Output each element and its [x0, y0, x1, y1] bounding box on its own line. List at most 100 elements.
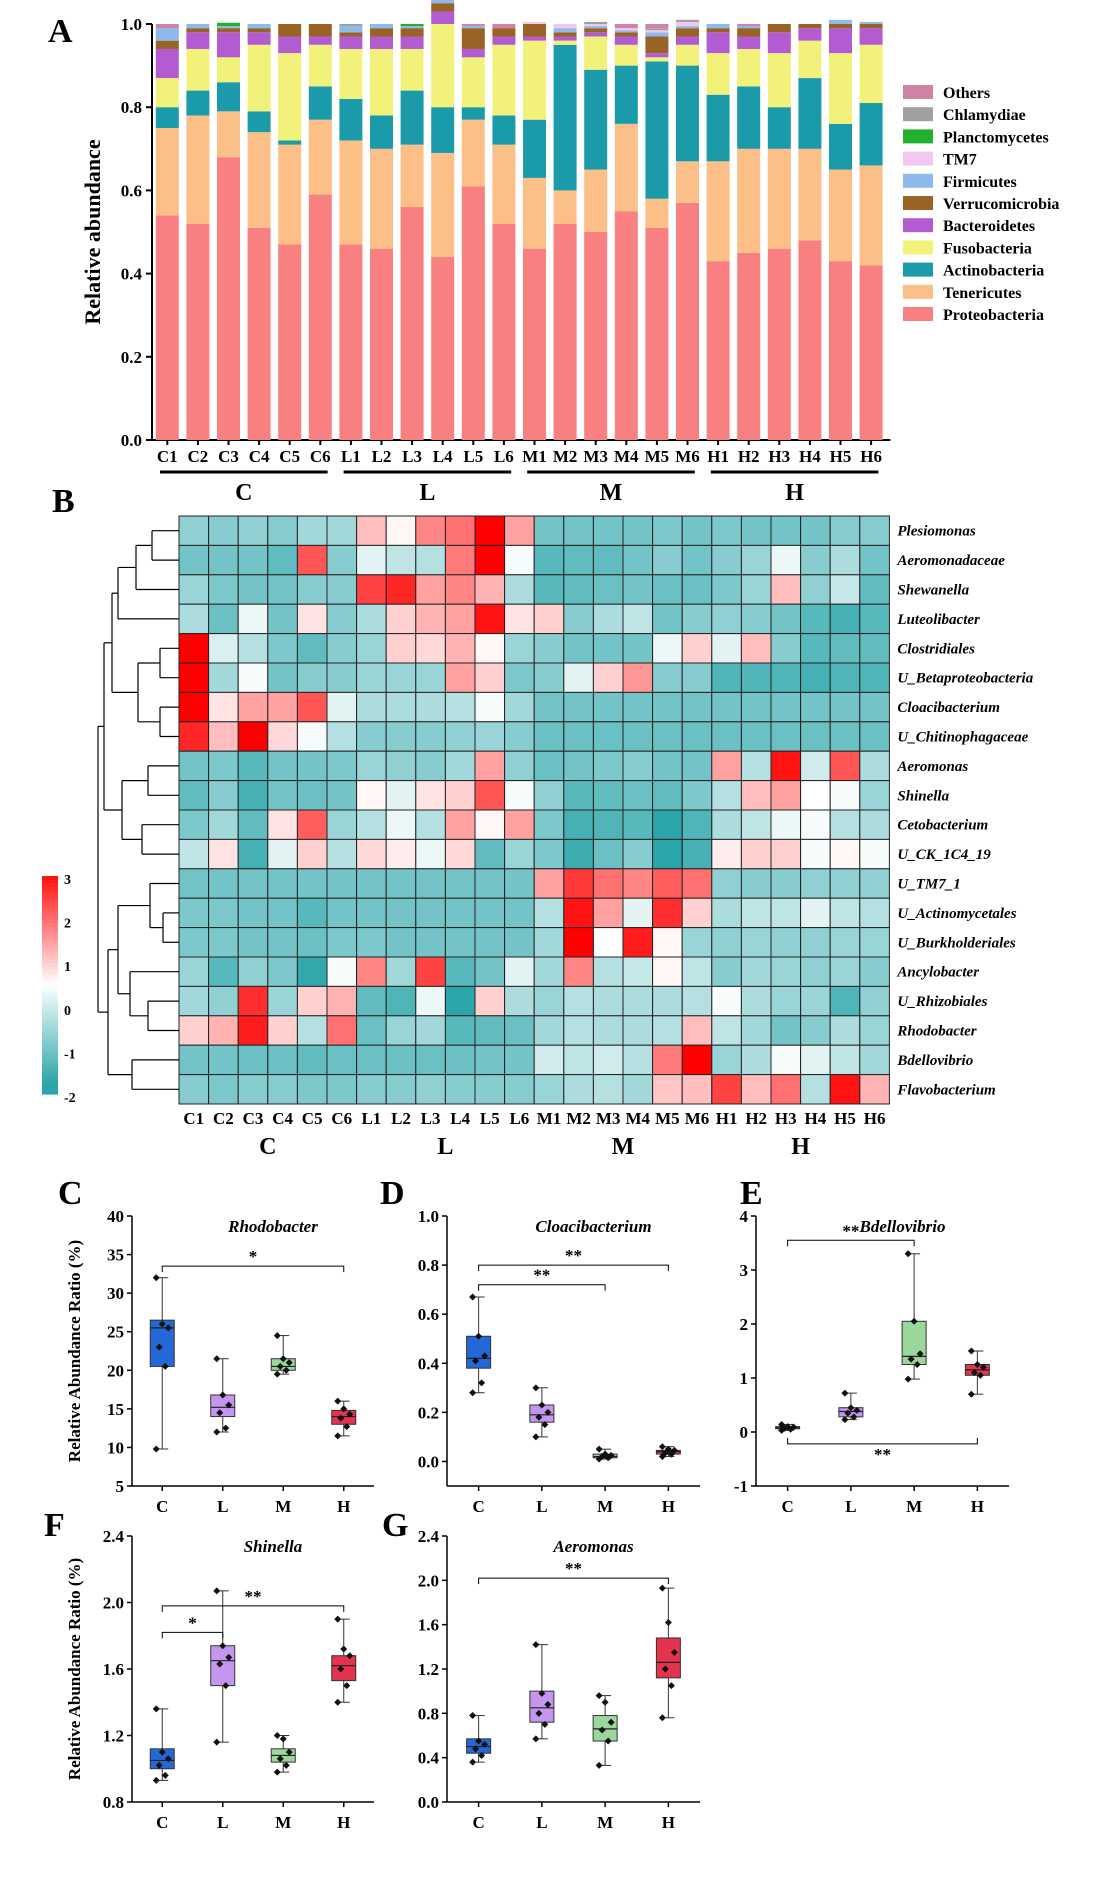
- heatmap-cell: [178, 1044, 210, 1076]
- bar-segment-actinobacteria: [339, 98, 363, 141]
- heatmap-cell: [296, 721, 328, 752]
- y-tick-label: 0.6: [418, 1305, 439, 1324]
- row-label: Rhodobacter: [896, 1024, 976, 1040]
- bar-segment-firmicutes: [217, 26, 240, 29]
- heatmap-cell: [356, 544, 387, 576]
- heatmap-cell: [770, 721, 802, 752]
- heatmap-cell: [592, 838, 624, 870]
- heatmap-cell: [415, 603, 446, 635]
- y-tick-label: 2.4: [418, 1527, 440, 1546]
- heatmap-cell: [415, 721, 446, 752]
- box: [655, 1637, 681, 1679]
- colorbar-segment: [42, 1075, 58, 1081]
- heatmap-cell: [652, 809, 683, 840]
- bar-segment-firmicutes: [829, 19, 852, 24]
- heatmap-cell: [385, 1074, 417, 1105]
- legend-label: Proteobacteria: [943, 307, 1044, 324]
- bar-segment-bacteroidetes: [400, 36, 424, 49]
- heatmap-cell: [592, 1074, 624, 1105]
- y-tick-label: 0.8: [418, 1256, 439, 1275]
- legend-label: Verrucomicrobia: [943, 196, 1059, 213]
- heatmap-cell: [681, 838, 713, 870]
- heatmap-cell: [652, 985, 683, 1017]
- heatmap-cell: [237, 750, 269, 782]
- heatmap-cell: [208, 603, 239, 635]
- heatmap-cell: [444, 750, 476, 782]
- column-label: L6: [509, 1109, 529, 1128]
- heatmap-cell: [681, 515, 713, 546]
- heatmap-cell: [592, 985, 624, 1017]
- heatmap-cell: [740, 956, 772, 987]
- bar-segment-proteobacteria: [308, 194, 332, 440]
- heatmap-cell: [563, 780, 594, 811]
- bar-segment-proteobacteria: [431, 256, 455, 440]
- heatmap-cell: [326, 897, 358, 929]
- heatmap-cell: [415, 927, 446, 958]
- heatmap-cell: [444, 691, 476, 723]
- heatmap-cell: [326, 515, 358, 546]
- heatmap-cell: [859, 544, 890, 576]
- heatmap-cell: [237, 574, 269, 605]
- heatmap-cell: [356, 927, 387, 958]
- data-point: [607, 1718, 615, 1726]
- colorbar-segment: [42, 945, 58, 950]
- heatmap-cell: [504, 1074, 535, 1105]
- heatmap-cell: [385, 897, 417, 929]
- data-point: [853, 1406, 861, 1414]
- bar-segment-actinobacteria: [217, 82, 240, 112]
- y-tick-label: 1.2: [103, 1727, 124, 1746]
- row-label: U_Rhizobiales: [897, 994, 987, 1010]
- column-label: H4: [805, 1109, 827, 1128]
- bar-segment-bacteroidetes: [278, 36, 302, 54]
- bar-segment-fusobacteria: [676, 44, 699, 66]
- heatmap-cell: [474, 809, 506, 840]
- heatmap-cell: [740, 868, 772, 899]
- heatmap-cell: [563, 750, 594, 782]
- data-point: [532, 1384, 540, 1392]
- heatmap-cell: [533, 750, 565, 782]
- heatmap-cell: [178, 544, 210, 576]
- bar-segment-actinobacteria: [523, 119, 546, 178]
- heatmap-cell: [444, 662, 476, 693]
- boxplot-rhodobacter: 5 10 15 20 25 30 35 40 Rhodobacter Relative Abund…: [65, 1207, 374, 1516]
- bar-segment-verrucomicrobia: [339, 32, 363, 37]
- data-point: [279, 1735, 287, 1743]
- bar-segment-verrucomicrobia: [645, 36, 669, 54]
- data-point: [340, 1405, 348, 1413]
- x-tick-label: C2: [188, 447, 209, 466]
- heatmap-cell: [415, 985, 446, 1017]
- heatmap-cell: [800, 691, 831, 723]
- heatmap-cell: [592, 1015, 624, 1046]
- group-label: H: [785, 480, 804, 506]
- heatmap-cell: [711, 927, 742, 958]
- group-label: M: [600, 480, 623, 506]
- legend-label: Bacteroidetes: [943, 218, 1035, 235]
- heatmap-cell: [711, 956, 742, 987]
- group-label: L: [419, 480, 435, 506]
- bar-segment-actinobacteria: [247, 111, 271, 133]
- bar-segment-tenericutes: [645, 198, 669, 228]
- heatmap-cell: [444, 838, 476, 870]
- heatmap-cell: [504, 838, 535, 870]
- heatmap-cell: [711, 662, 742, 693]
- heatmap-cell: [829, 809, 861, 840]
- colorbar-segment: [42, 934, 58, 939]
- bar-segment-verrucomicrobia: [829, 24, 852, 29]
- data-point: [475, 1332, 483, 1340]
- data-point: [667, 1450, 675, 1458]
- heatmap-cell: [592, 603, 624, 635]
- heatmap-cell: [829, 633, 861, 664]
- y-tick-label: 0.8: [121, 98, 142, 117]
- heatmap-cell: [829, 574, 861, 605]
- data-point: [158, 1748, 166, 1756]
- data-point: [152, 1445, 160, 1453]
- heatmap-cell: [356, 633, 387, 664]
- data-point: [787, 1425, 795, 1433]
- bar-segment-proteobacteria: [400, 207, 424, 440]
- heatmap-cell: [859, 574, 890, 605]
- bar-segment-firmicutes: [400, 26, 424, 29]
- bar-segment-tenericutes: [523, 177, 546, 249]
- colorbar-segment: [42, 1039, 58, 1044]
- heatmap-cell: [859, 838, 890, 870]
- heatmap-cell: [474, 603, 506, 635]
